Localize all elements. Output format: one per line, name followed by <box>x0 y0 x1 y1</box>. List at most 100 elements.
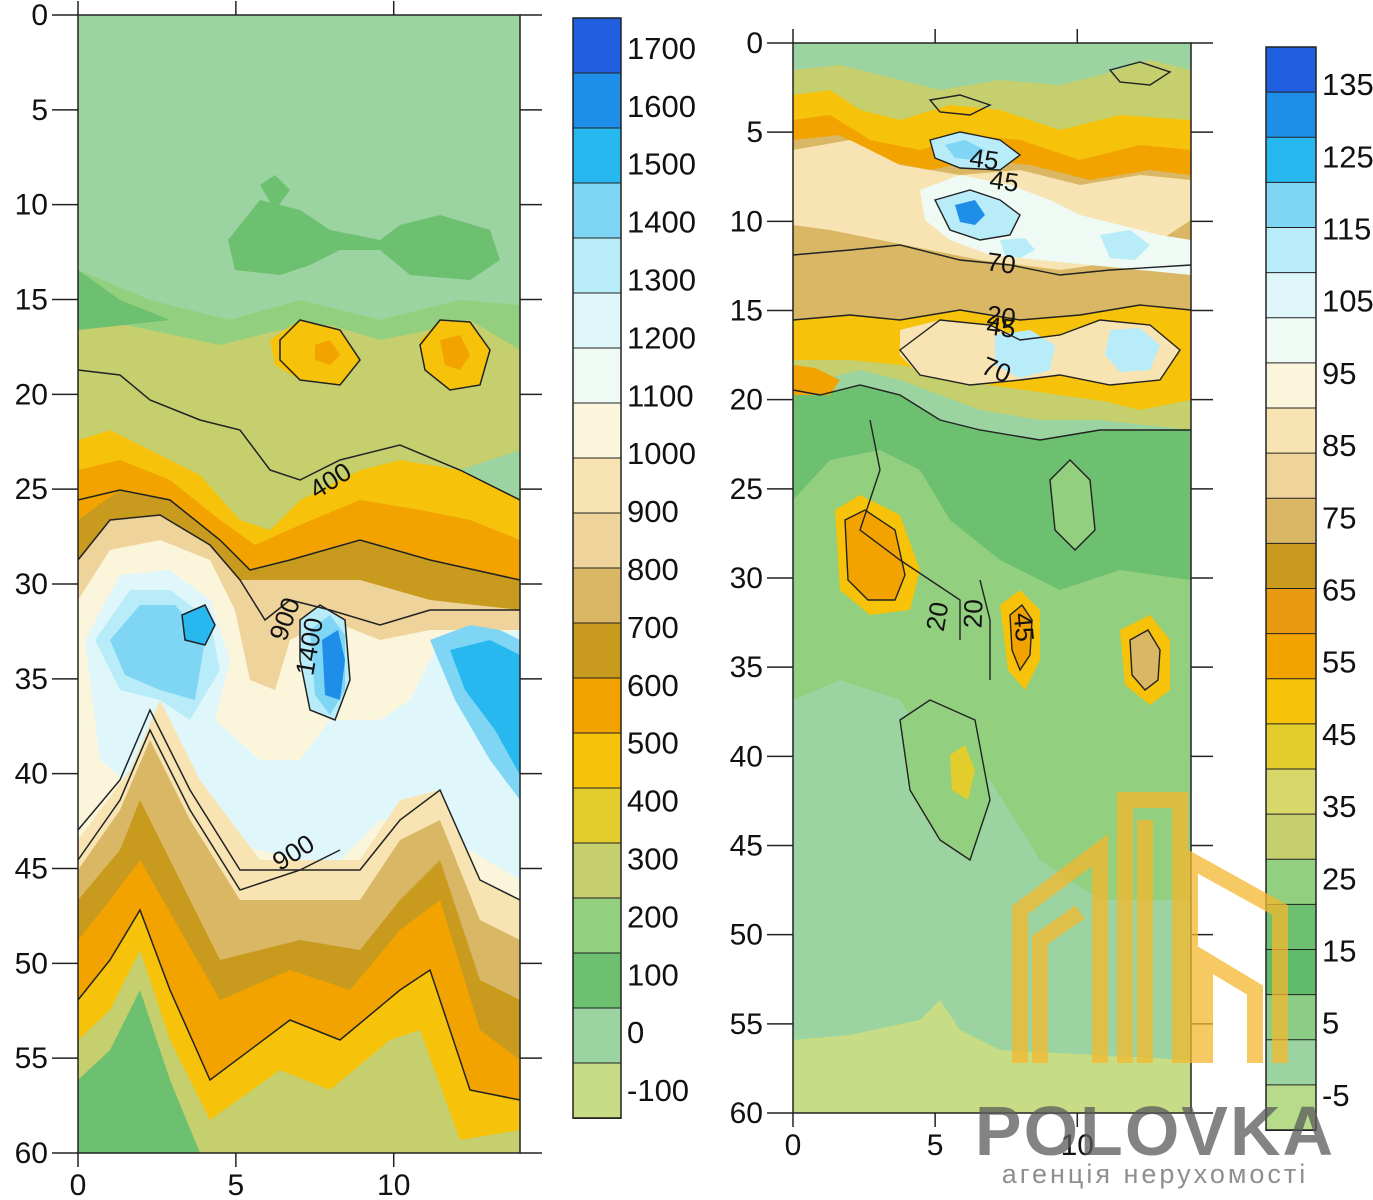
right-contour-45-spot-1 <box>844 509 906 601</box>
left-zone-green-patch <box>228 200 500 280</box>
right-ytick-label: 15 <box>730 295 763 328</box>
left-zone-green-knob <box>260 175 290 210</box>
right-colorbar-label: 75 <box>1322 500 1356 535</box>
right-contour-label-5: 45 <box>985 310 1018 344</box>
right-ytick-label: 40 <box>730 740 763 773</box>
right-colorbar-label: 85 <box>1322 428 1356 463</box>
left-colorbar-label: 1600 <box>627 89 696 124</box>
left-colorbar-label: 0 <box>627 1015 644 1050</box>
left-colorbar-label: 1400 <box>627 205 696 240</box>
right-contour-label-1: 45 <box>968 142 1001 176</box>
right-contour-cold-1 <box>933 189 1021 241</box>
left-contour-300 <box>77 369 521 501</box>
left-zone-orange-spot-2-core <box>440 335 470 370</box>
left-ytick-label: 50 <box>15 947 48 980</box>
left-contour-400-lower <box>77 908 521 1101</box>
right-colorbar-swatch <box>1265 813 1317 861</box>
left-colorbar-label: 1700 <box>627 31 696 66</box>
right-contour-70-upper <box>792 244 1192 276</box>
right-ytick-label: 25 <box>730 473 763 506</box>
left-colorbar-label: 1000 <box>627 436 696 471</box>
left-colorbar-label: 600 <box>627 668 679 703</box>
polovka-tagline: агенція нерухомості <box>1002 1159 1309 1189</box>
right-zone-bottom-strip <box>793 1000 1191 1113</box>
left-colorbar-swatch <box>572 677 622 734</box>
right-contour-cold-2 <box>929 131 1022 171</box>
right-colorbar-label: 35 <box>1322 789 1356 824</box>
right-zone-cold-spot-3 <box>1000 238 1035 258</box>
right-colorbar-label: 15 <box>1322 934 1356 969</box>
left-xtick-label: 0 <box>70 1169 87 1200</box>
right-zone-warm-spot-2-core <box>1010 605 1032 670</box>
left-colorbar-swatch <box>572 237 622 294</box>
left-xtick-label: 10 <box>377 1169 410 1200</box>
right-zone-left-orange <box>793 365 840 395</box>
left-colorbar-swatch <box>572 897 622 954</box>
left-colorbar-swatch <box>572 622 622 679</box>
right-contour-top-spot <box>1108 61 1172 86</box>
right-contour-20-mid <box>859 419 961 640</box>
left-colorbar-swatch <box>572 1062 622 1119</box>
left-colorbar-swatch <box>572 1007 622 1064</box>
left-ytick-label: 40 <box>15 758 48 791</box>
left-contour-900-upper <box>77 514 520 626</box>
left-colorbar-label: 200 <box>627 899 679 934</box>
left-colorbar-swatch <box>572 182 622 239</box>
left-colorbar: 1700160015001400130012001100100090080070… <box>572 17 696 1119</box>
right-colorbar-swatch <box>1265 181 1317 229</box>
left-colorbar-label: 1300 <box>627 263 696 298</box>
right-contour-20-deep <box>899 699 991 862</box>
left-colorbar-swatch <box>572 787 622 844</box>
left-ytick-label: 0 <box>31 0 48 32</box>
left-colorbar-label: 900 <box>627 494 679 529</box>
right-zone-cold-spot-2 <box>1100 230 1150 260</box>
left-colorbar-swatch <box>572 347 622 404</box>
left-ytick-label: 15 <box>15 284 48 317</box>
right-colorbar-swatch <box>1265 317 1317 364</box>
left-ytick-label: 60 <box>15 1137 48 1170</box>
left-ytick-label: 45 <box>15 853 48 886</box>
right-zone-deep <box>793 680 1191 1113</box>
right-xtick-label: 0 <box>785 1129 802 1162</box>
right-colorbar-swatch <box>1265 452 1317 500</box>
right-colorbar-label: 45 <box>1322 717 1356 752</box>
right-zone-warm-spot-3-core <box>1130 630 1160 690</box>
left-zone-upper-200 <box>78 270 520 350</box>
polovka-logo-icon <box>1012 792 1288 1063</box>
right-zone-cold-125 <box>955 200 985 225</box>
right-colorbar-swatch <box>1265 633 1317 680</box>
right-colorbar-swatch <box>1265 272 1317 319</box>
left-zone-band-1500 <box>182 605 215 645</box>
right-ytick-label: 60 <box>730 1097 763 1130</box>
right-contour-45-spot-2 <box>1009 603 1033 672</box>
left-colorbar-swatch <box>572 127 622 184</box>
right-contour-label-9: 45 <box>1008 612 1040 643</box>
polovka-brand-name: POLOVKA <box>975 1092 1335 1170</box>
left-colorbar-swatch <box>572 567 622 624</box>
left-colorbar-swatch <box>572 732 622 789</box>
right-contour-45-band <box>792 304 1192 321</box>
right-colorbar-label: 115 <box>1322 212 1371 247</box>
right-colorbar-swatch <box>1265 723 1317 770</box>
left-colorbar-label: 100 <box>627 957 679 992</box>
right-contour-label-8: 20 <box>958 599 989 629</box>
right-colorbar-label: -5 <box>1322 1078 1350 1113</box>
left-zone-band-1400 <box>110 605 205 700</box>
left-ytick-label: 10 <box>15 189 48 222</box>
left-colorbar-label: -100 <box>627 1073 689 1108</box>
right-zone-band-20-cold-2 <box>1105 328 1160 372</box>
right-zone-deep-patch <box>900 700 990 860</box>
right-contour-lines <box>792 61 1192 862</box>
left-colorbar-frame <box>572 17 622 1119</box>
left-zone-lower-300 <box>78 950 520 1153</box>
right-colorbar-label: 95 <box>1322 356 1356 391</box>
right-contour-70-lower <box>899 319 1181 386</box>
left-zone-lower-200 <box>78 990 200 1153</box>
left-colorbar-swatch <box>572 402 622 459</box>
left-contour-spot-2 <box>419 319 491 391</box>
right-ytick-label: 35 <box>730 651 763 684</box>
left-contour-700-lower <box>77 708 341 871</box>
right-colorbar-label: 65 <box>1322 573 1356 608</box>
left-colorbar-label: 700 <box>627 610 679 645</box>
